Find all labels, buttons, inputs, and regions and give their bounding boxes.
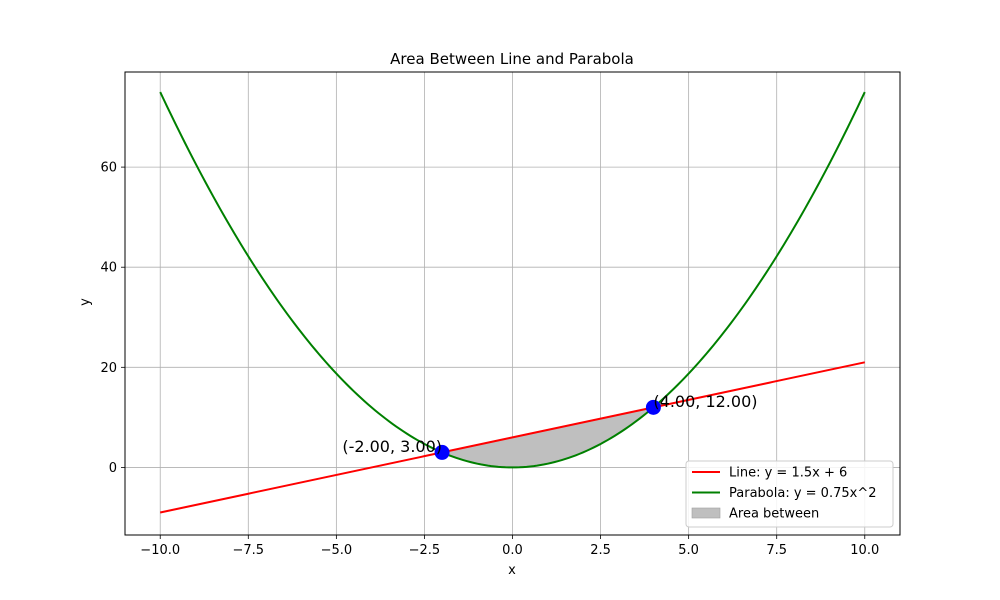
legend-label: Area between [729, 507, 819, 522]
x-tick-label: 5.0 [678, 543, 699, 558]
y-tick-label: 60 [100, 161, 117, 176]
legend-label: Parabola: y = 0.75x^2 [729, 486, 876, 501]
intersection-point [434, 444, 450, 460]
x-tick-label: 10.0 [850, 543, 879, 558]
x-tick-label: −10.0 [140, 543, 180, 558]
x-tick-label: 2.5 [590, 543, 611, 558]
intersection-point [645, 399, 661, 415]
legend-swatch [691, 507, 721, 519]
x-tick-label: −5.0 [321, 543, 353, 558]
chart-title: Area Between Line and Parabola [390, 50, 634, 68]
series-layer [159, 91, 866, 514]
y-axis-label: y [78, 298, 93, 306]
x-tick-label: 0.0 [502, 543, 523, 558]
y-tick-label: 20 [100, 361, 117, 376]
legend-box [685, 460, 894, 528]
x-tick-label: 7.5 [766, 543, 787, 558]
point-label: (4.00, 12.00) [653, 392, 757, 411]
fill-layer [442, 407, 654, 468]
x-tick-label: −7.5 [233, 543, 265, 558]
line-series [160, 361, 865, 514]
ticks-layer: −10.0 −7.5 −5.0 −2.5 0.0 2.5 5.0 7.5 10.0 0 20 40 60 [100, 161, 879, 558]
y-tick-label: 0 [109, 461, 117, 476]
parabola-series [159, 91, 866, 469]
legend-label: Line: y = 1.5x + 6 [729, 466, 847, 481]
area-between-fill [442, 407, 654, 468]
x-axis-label: x [508, 563, 516, 578]
points-layer: (-2.00, 3.00) (4.00, 12.00) [342, 392, 758, 460]
point-label: (-2.00, 3.00) [342, 437, 442, 456]
y-tick-label: 40 [100, 261, 117, 276]
legend: Line: y = 1.5x + 6 Parabola: y = 0.75x^2 A… [685, 460, 894, 528]
x-tick-label: −2.5 [409, 543, 441, 558]
